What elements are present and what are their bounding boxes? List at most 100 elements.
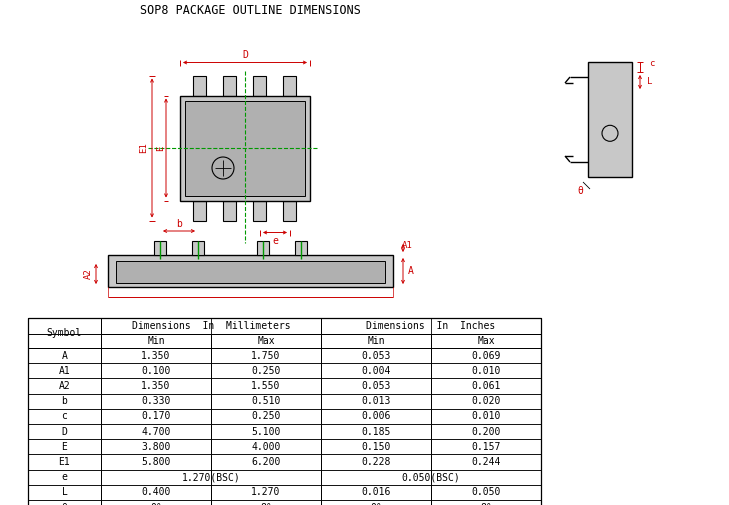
Text: A: A [408,266,414,276]
Bar [431,485,541,500]
Text: 0.069: 0.069 [472,350,501,361]
Text: E: E [157,145,165,150]
Text: 0.185: 0.185 [362,427,391,437]
Text: D: D [61,427,68,437]
Text: 0.004: 0.004 [362,366,391,376]
Bar [101,318,321,334]
Text: 0.061: 0.061 [472,381,501,391]
Text: 0.150: 0.150 [362,442,391,452]
Bar [211,439,321,455]
Text: Dimensions  In  Millimeters: Dimensions In Millimeters [132,321,290,331]
Text: 3.800: 3.800 [141,442,171,452]
Text: 0.200: 0.200 [472,427,501,437]
Bar [101,409,211,424]
Bar [211,500,321,505]
Text: 8°: 8° [480,502,492,505]
Bar [28,318,101,348]
Bar [101,348,211,363]
Text: 5.800: 5.800 [141,457,171,467]
Bar [101,378,211,393]
Text: E1: E1 [58,457,71,467]
Bar [116,261,385,283]
Text: 0.010: 0.010 [472,366,501,376]
Bar [431,409,541,424]
Bar [101,393,211,409]
Bar [28,439,101,455]
Bar [431,348,541,363]
Bar [193,76,206,95]
Text: c: c [61,412,68,421]
Text: 0.157: 0.157 [472,442,501,452]
Bar [28,485,101,500]
Bar [154,241,166,255]
Text: 1.550: 1.550 [252,381,281,391]
Text: A2: A2 [58,381,71,391]
Text: A1: A1 [402,240,413,249]
Bar [295,241,307,255]
Bar [431,334,541,348]
Bar [211,363,321,378]
Bar [211,334,321,348]
Bar [321,424,431,439]
Bar [28,500,101,505]
Bar [321,318,541,334]
Text: 1.350: 1.350 [141,381,171,391]
Bar [211,470,321,485]
Text: 0.050(BSC): 0.050(BSC) [402,472,461,482]
Bar [321,378,431,393]
Bar [101,424,211,439]
Bar [321,363,431,378]
Bar [321,470,431,485]
Text: E: E [61,442,68,452]
Bar [431,439,541,455]
Bar [211,409,321,424]
Bar [284,200,297,221]
Text: 0.020: 0.020 [472,396,501,406]
Text: A2: A2 [84,269,93,279]
Text: 0.400: 0.400 [141,487,171,497]
Bar [321,409,431,424]
Bar [431,363,541,378]
Text: Max: Max [257,336,275,346]
Bar [224,76,236,95]
Bar [321,393,431,409]
Text: Min: Min [367,336,385,346]
Bar [321,348,431,363]
Bar [431,424,541,439]
Text: Symbol: Symbol [47,328,82,338]
Text: 0.330: 0.330 [141,396,171,406]
Text: e: e [272,235,278,245]
Text: 0.050: 0.050 [472,487,501,497]
Bar [321,439,431,455]
Bar [28,363,101,378]
Text: θ: θ [61,502,68,505]
Bar [28,393,101,409]
Text: 1.270: 1.270 [252,487,281,497]
Bar [321,334,431,348]
Bar [211,485,321,500]
Bar [28,378,101,393]
Bar [321,500,431,505]
Bar [321,454,431,470]
Bar [28,318,541,505]
Text: e: e [61,472,68,482]
Bar [321,485,431,500]
Text: Dimensions  In  Inches: Dimensions In Inches [367,321,496,331]
Bar [431,454,541,470]
Text: 0.006: 0.006 [362,412,391,421]
Bar [431,500,541,505]
Bar [431,470,541,485]
Bar [101,500,211,505]
Text: b: b [61,396,68,406]
Text: 6.200: 6.200 [252,457,281,467]
Text: 0.053: 0.053 [362,381,391,391]
Text: 1.350: 1.350 [141,350,171,361]
Text: 0.170: 0.170 [141,412,171,421]
Bar [28,424,101,439]
Text: 0.013: 0.013 [362,396,391,406]
Bar [211,378,321,393]
Text: Max: Max [477,336,495,346]
Text: A: A [61,350,68,361]
Bar [185,100,305,195]
Bar [192,241,204,255]
